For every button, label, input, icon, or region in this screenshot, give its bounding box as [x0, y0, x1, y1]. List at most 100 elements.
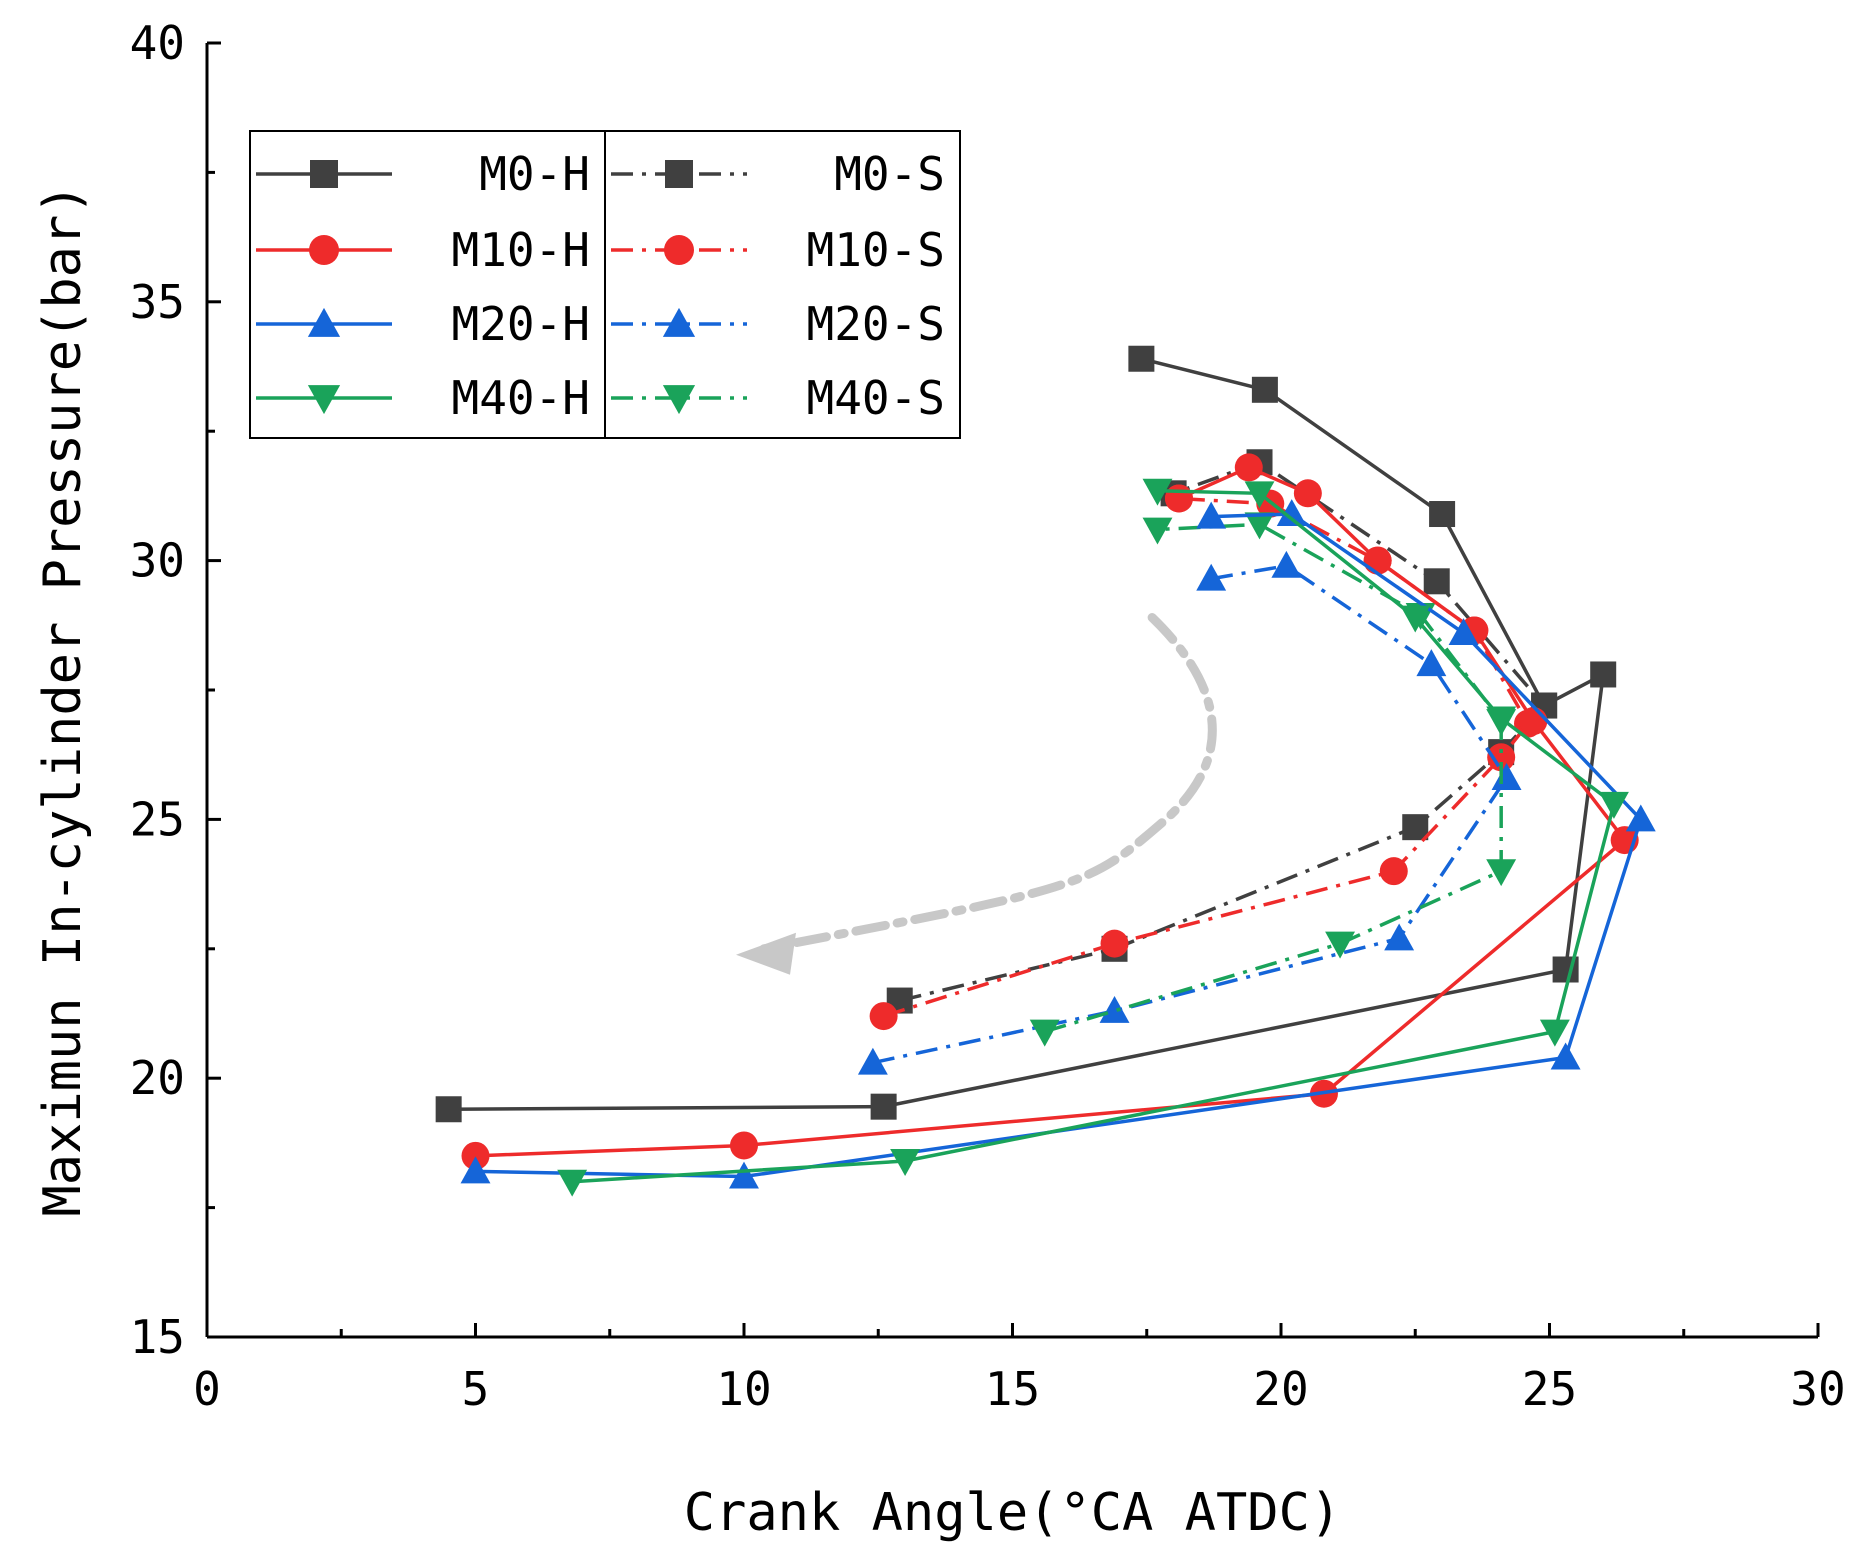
data-point-M0-H: [1429, 501, 1456, 528]
x-tick-label: 30: [1790, 1362, 1845, 1416]
legend-label-M10-H: M10-H: [452, 223, 590, 277]
data-point-M20-H: [1550, 1042, 1581, 1070]
x-tick-label: 25: [1522, 1362, 1577, 1416]
data-point-M10-S: [869, 1002, 898, 1031]
data-point-M0-S: [1402, 814, 1429, 841]
legend-item-M0-S: M0-S: [611, 147, 945, 201]
data-point-M40-H: [1142, 478, 1173, 506]
data-point-M40-H: [1244, 481, 1275, 509]
x-tick-label: 10: [716, 1362, 771, 1416]
data-point-M20-S: [1196, 563, 1227, 591]
series-line-M0-H: [448, 357, 1605, 1112]
y-ticks: 15 20 25 30 35 40: [130, 16, 221, 1364]
legend-item-M10-S: M10-S: [611, 223, 945, 277]
annotation-layer: [736, 613, 1217, 975]
data-point-M20-S: [1491, 763, 1522, 790]
y-tick-label: 40: [130, 16, 185, 70]
data-point-M10-S: [1379, 857, 1408, 886]
data-point-M10-H: [1363, 546, 1392, 575]
x-tick-label: 0: [193, 1362, 221, 1416]
legend-marker-M10-S: [664, 235, 694, 265]
data-point-M20-H: [729, 1161, 759, 1189]
series-M20-H: [460, 499, 1656, 1189]
data-point-M20-H: [1625, 804, 1656, 832]
series-line-M40-H: [572, 488, 1616, 1184]
legend-marker-M20-H: [307, 307, 341, 337]
x-tick-label: 5: [462, 1362, 490, 1416]
data-point-M10-H: [1293, 479, 1322, 508]
data-point-M40-H: [1400, 605, 1431, 633]
legend-label-M20-S: M20-S: [807, 297, 945, 351]
data-point-M40-H: [1598, 791, 1629, 819]
legend-item-M20-S: M20-S: [611, 297, 945, 351]
data-point-M20-S: [857, 1047, 888, 1075]
data-point-M0-H: [870, 1093, 897, 1120]
legend-marker-M0-S: [665, 160, 693, 188]
y-tick-label: 30: [130, 534, 185, 588]
data-point-M20-S: [1099, 995, 1130, 1023]
data-point-M0-S: [1423, 568, 1450, 595]
legend-item-M40-S: M40-S: [611, 371, 945, 425]
data-point-M20-H: [460, 1156, 491, 1184]
data-point-M40-H: [557, 1169, 588, 1197]
legend-label-M0-H: M0-H: [479, 147, 590, 201]
data-point-M40-H: [890, 1149, 921, 1176]
annotation-arrow-shaft: [759, 613, 1217, 954]
series-M0-H: [435, 345, 1617, 1123]
legend-item-M20-H: M20-H: [256, 297, 590, 351]
data-point-M40-H: [1539, 1019, 1570, 1047]
x-ticks: 0 5 10 15 20 25 30: [193, 1323, 1846, 1416]
data-point-M20-H: [1196, 501, 1227, 529]
legend-label-M0-S: M0-S: [834, 147, 945, 201]
x-axis-title: Crank Angle(°CA ATDC): [684, 1483, 1341, 1543]
data-point-M10-S: [1100, 929, 1129, 958]
data-point-M20-S: [1271, 550, 1302, 578]
data-point-M20-S: [1416, 649, 1447, 677]
legend-marker-M10-H: [309, 235, 339, 265]
y-tick-label: 15: [130, 1310, 185, 1364]
data-point-M40-H: [1486, 706, 1517, 734]
legend-item-M10-H: M10-H: [256, 223, 590, 277]
legend-label-M40-S: M40-S: [807, 371, 945, 425]
data-point-M10-H: [1164, 484, 1193, 513]
data-point-M0-H: [1251, 376, 1278, 403]
data-point-M0-H: [435, 1096, 462, 1123]
y-tick-label: 35: [130, 275, 185, 329]
legend-marker-M40-S: [662, 385, 696, 415]
series-M40-H: [557, 478, 1629, 1197]
data-point-M40-S: [1142, 517, 1173, 545]
data-point-M0-H: [1590, 661, 1617, 688]
series-layer: [435, 345, 1656, 1197]
data-point-M20-S: [1384, 923, 1415, 951]
y-tick-label: 20: [130, 1051, 185, 1105]
y-axis-title: Maximun In-cylinder Pressure(bar): [33, 183, 93, 1216]
data-point-M10-H: [461, 1141, 490, 1170]
legend-marker-M40-H: [307, 385, 341, 415]
data-point-M10-H: [1519, 707, 1548, 736]
legend-item-M40-H: M40-H: [256, 371, 590, 425]
data-point-M40-S: [1029, 1019, 1060, 1047]
legend-label-M20-H: M20-H: [452, 297, 590, 351]
data-point-M40-S: [1325, 931, 1356, 959]
data-point-M0-H: [1128, 345, 1155, 372]
legend-label-M10-S: M10-S: [807, 223, 945, 277]
legend-marker-M0-H: [310, 160, 338, 188]
data-point-M10-H: [730, 1131, 758, 1160]
annotation-arrow-head: [736, 932, 796, 975]
y-tick-label: 25: [130, 792, 185, 846]
axes-layer: 0 5 10 15 20 25 30 15 20 25 30 35 40 Crank Angle(°C…: [33, 16, 1846, 1543]
data-point-M40-S: [1486, 859, 1517, 887]
data-point-M20-H: [1448, 618, 1479, 646]
x-tick-label: 20: [1253, 1362, 1308, 1416]
data-point-M20-H: [1276, 499, 1307, 526]
legend: M0-H M10-H M20-H M40-H M0-S M10-S M20-S M40-S: [249, 130, 961, 439]
series-M20-S: [857, 550, 1522, 1075]
legend-marker-M20-S: [662, 307, 696, 337]
legend-label-M40-H: M40-H: [452, 371, 590, 425]
data-point-M40-S: [1244, 512, 1275, 540]
data-point-M10-S: [1487, 743, 1516, 772]
data-point-M10-H: [1234, 453, 1263, 482]
x-tick-label: 15: [985, 1362, 1040, 1416]
legend-item-M0-H: M0-H: [256, 147, 590, 201]
